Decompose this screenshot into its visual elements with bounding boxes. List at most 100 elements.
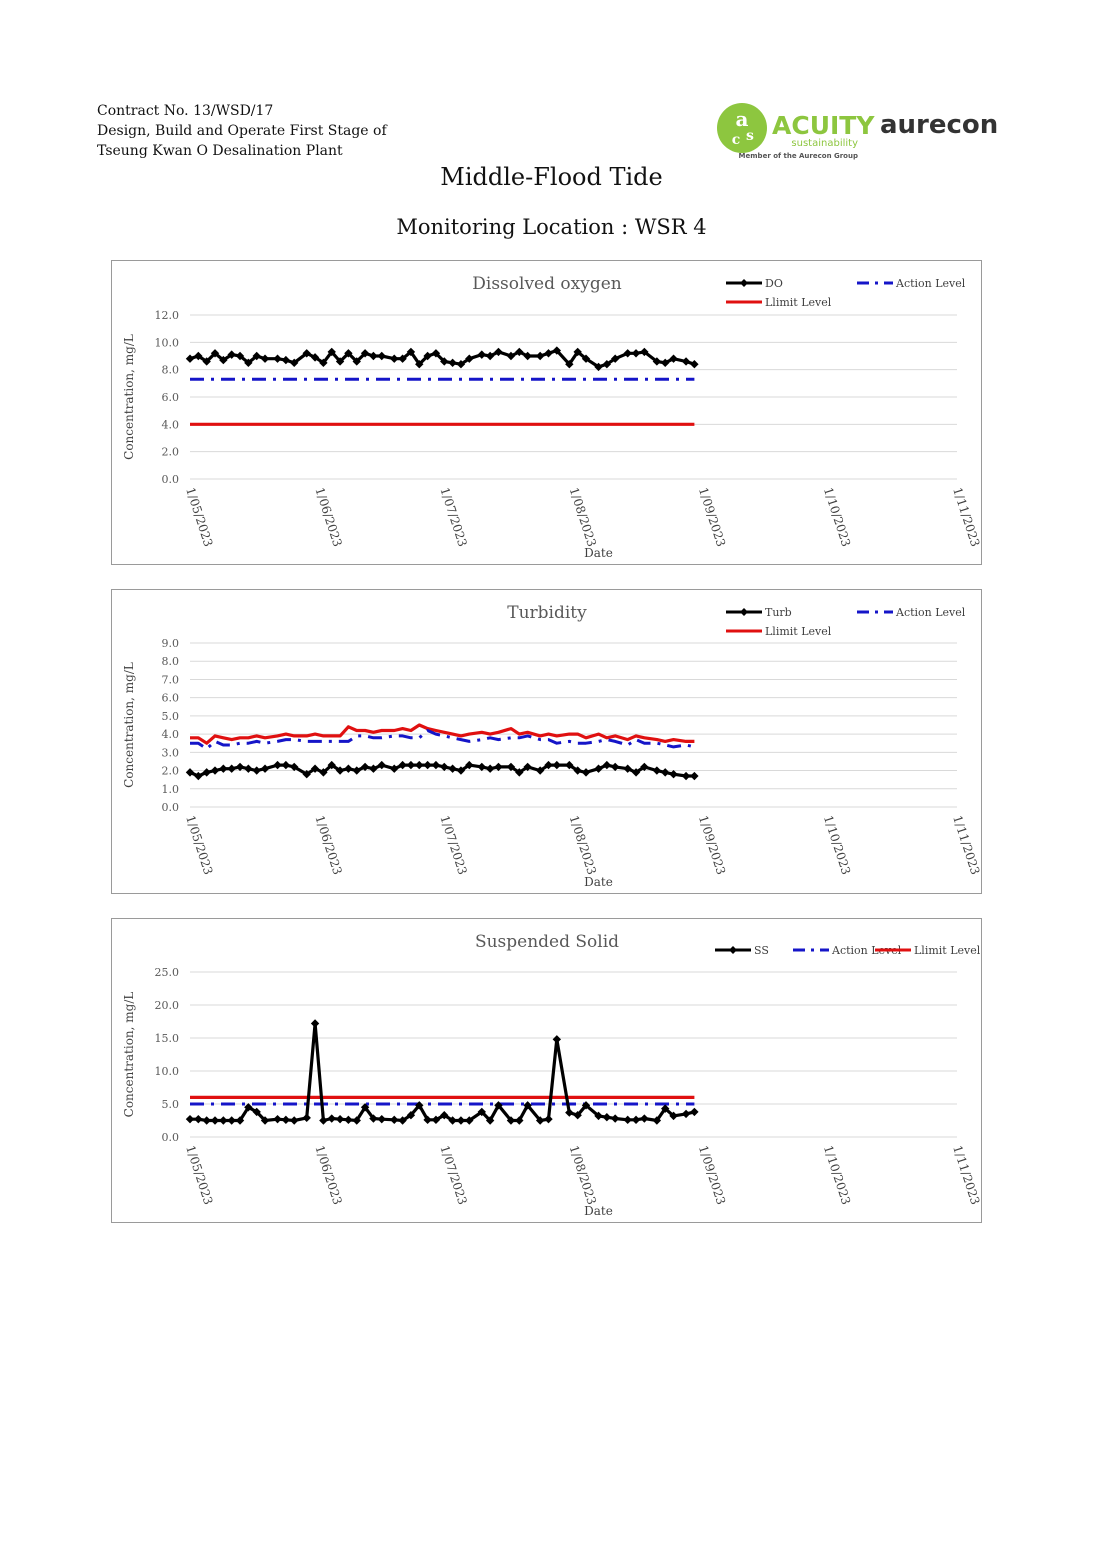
data-point: [352, 766, 361, 775]
data-point: [310, 1019, 320, 1028]
y-tick-label: 8.0: [162, 364, 180, 377]
data-point: [610, 762, 620, 772]
logo-group: a c s ACUITY sustainability Member of th…: [717, 103, 998, 160]
data-point: [431, 760, 441, 770]
data-point: [494, 762, 503, 772]
legend-label: Action Level: [895, 277, 966, 290]
data-point: [327, 347, 336, 357]
y-tick-label: 8.0: [162, 655, 180, 668]
contract-line-1: Contract No. 13/WSD/17: [97, 103, 274, 119]
legend-item: Action Level: [857, 277, 966, 290]
chart-title: Turbidity: [507, 603, 587, 623]
x-tick-label: 1/05/2023: [183, 486, 215, 549]
y-tick-label: 0.0: [162, 473, 180, 486]
data-point: [390, 764, 399, 773]
data-point: [360, 349, 370, 358]
data-point: [544, 1114, 553, 1124]
data-point: [640, 1114, 649, 1123]
data-point: [515, 1116, 524, 1125]
x-tick-label: 1/07/2023: [437, 1144, 469, 1207]
data-point: [290, 1116, 299, 1125]
data-point: [319, 358, 328, 368]
data-point: [661, 358, 670, 368]
x-tick-label: 1/05/2023: [183, 814, 215, 877]
data-point: [431, 349, 441, 358]
data-point: [219, 764, 228, 773]
data-point: [210, 349, 220, 358]
y-tick-label: 10.0: [155, 336, 180, 349]
data-point: [456, 360, 466, 369]
data-point: [260, 354, 270, 363]
data-point: [573, 347, 582, 357]
y-tick-label: 0.0: [162, 801, 180, 814]
data-point: [652, 357, 662, 366]
y-axis-label: Concentration, mg/L: [122, 334, 136, 460]
data-point: [227, 1116, 236, 1125]
data-point: [681, 1109, 691, 1119]
data-point: [485, 351, 495, 361]
data-point: [281, 355, 291, 365]
svg-text:s: s: [746, 128, 754, 144]
data-point: [690, 360, 699, 369]
y-tick-label: 5.0: [162, 710, 180, 723]
data-point: [448, 358, 457, 368]
data-point: [465, 354, 474, 363]
x-tick-label: 1/08/2023: [567, 1144, 599, 1207]
page-title: Middle-Flood Tide: [440, 163, 663, 191]
chart-title: Dissolved oxygen: [472, 274, 622, 294]
data-point: [681, 357, 691, 366]
y-tick-label: 5.0: [162, 1098, 180, 1111]
legend-item: Llimit Level: [875, 944, 981, 957]
data-point: [669, 770, 678, 779]
data-point: [235, 762, 245, 772]
chart-title: Suspended Solid: [475, 932, 619, 952]
data-point: [669, 354, 678, 363]
data-point: [281, 1115, 291, 1125]
data-point: [194, 771, 203, 781]
x-tick-label: 1/05/2023: [183, 1144, 215, 1207]
data-point: [523, 351, 532, 361]
x-tick-label: 1/09/2023: [696, 1144, 728, 1207]
data-point: [581, 768, 591, 777]
data-point: [440, 762, 449, 772]
chart-turbidity: Turbidity 0.0 1.0 2.0 3.0 4.0 5.0 6.0 7.0 8.0 9.0 1…: [111, 589, 982, 894]
data-point: [465, 1116, 474, 1125]
data-point: [448, 764, 457, 773]
x-tick-label: 1/11/2023: [950, 486, 981, 549]
data-point: [390, 354, 399, 363]
data-point: [681, 771, 691, 781]
data-point: [210, 1116, 220, 1125]
data-point: [369, 351, 378, 361]
aurecon-logo: aurecon: [880, 110, 998, 140]
data-point: [485, 764, 495, 773]
y-tick-label: 4.0: [162, 418, 180, 431]
x-axis-label: Date: [584, 546, 613, 560]
acuity-logo-mark: [717, 103, 767, 153]
y-axis-label: Concentration, mg/L: [122, 662, 136, 788]
data-point: [219, 355, 228, 365]
data-point: [185, 354, 195, 363]
data-point: [327, 1114, 336, 1123]
x-tick-label: 1/07/2023: [437, 486, 469, 549]
data-point: [302, 1113, 311, 1123]
y-tick-label: 2.0: [162, 446, 180, 459]
x-tick-label: 1/06/2023: [312, 486, 344, 549]
legend-marker: [740, 279, 748, 287]
legend-label: Llimit Level: [765, 625, 832, 638]
data-point: [477, 762, 486, 772]
y-tick-label: 4.0: [162, 728, 180, 741]
data-point: [602, 1113, 612, 1122]
contract-header: Contract No. 13/WSD/17 Design, Build and…: [97, 101, 387, 161]
data-point: [594, 362, 603, 372]
data-point: [252, 351, 261, 361]
data-point: [623, 1115, 632, 1125]
data-point: [506, 351, 516, 361]
data-point: [640, 762, 649, 772]
data-point: [477, 350, 486, 359]
y-tick-label: 7.0: [162, 673, 180, 686]
legend-item: Action Level: [793, 944, 902, 957]
legend-marker: [740, 608, 748, 616]
chart-dissolved-oxygen: Dissolved oxygen 0.0 2.0 4.0 6.0 8.0 10.0 12.0 1…: [111, 260, 982, 565]
data-point: [344, 764, 353, 773]
y-tick-label: 3.0: [162, 746, 180, 759]
